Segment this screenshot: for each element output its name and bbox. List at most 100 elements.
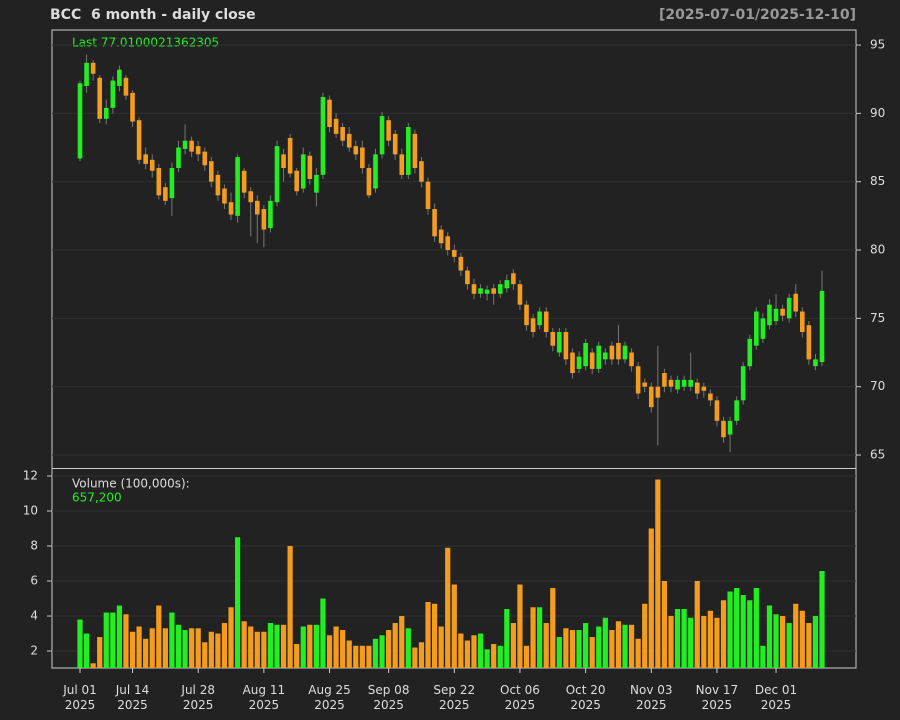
- volume-bar: [727, 591, 733, 668]
- y-tick-label: 90: [870, 106, 885, 120]
- volume-bar: [543, 623, 549, 668]
- candle-body: [340, 127, 345, 141]
- volume-bar: [294, 644, 300, 668]
- candle-body: [530, 318, 536, 333]
- volume-bar: [261, 631, 267, 668]
- volume-bar: [812, 616, 819, 668]
- candle-body: [740, 366, 746, 401]
- candle-body: [136, 120, 142, 160]
- candle-body: [681, 379, 687, 387]
- volume-bar: [431, 603, 438, 668]
- candle-body: [360, 147, 365, 169]
- candle-body: [550, 332, 556, 346]
- x-tick-label: Aug 25 2025: [308, 683, 351, 712]
- volume-bar: [484, 649, 490, 668]
- candle-body: [537, 311, 542, 326]
- x-tick-label: Sep 08 2025: [367, 683, 410, 712]
- volume-bar: [280, 624, 287, 668]
- candle-body: [629, 352, 634, 367]
- volume-bar: [123, 614, 129, 668]
- candle-body: [320, 96, 326, 175]
- volume-bar: [425, 602, 431, 668]
- candle-body: [576, 356, 582, 369]
- candle-body: [478, 288, 483, 294]
- volume-bar: [780, 616, 786, 668]
- x-tick-label: Aug 11 2025: [242, 683, 286, 712]
- volume-bar: [596, 626, 602, 668]
- candle-body: [287, 137, 293, 174]
- x-tick-label: Nov 17 2025: [695, 683, 739, 712]
- volume-bar: [182, 630, 188, 668]
- volume-bar: [714, 617, 720, 668]
- candle-body: [589, 352, 595, 369]
- volume-bar: [221, 623, 228, 668]
- candle-body: [176, 147, 181, 169]
- volume-bar: [445, 547, 451, 668]
- y-tick-label: 2: [30, 644, 38, 658]
- volume-bar: [464, 640, 471, 668]
- volume-bar: [694, 581, 700, 668]
- volume-bar: [674, 609, 681, 668]
- volume-bar: [707, 610, 713, 668]
- volume-bar: [491, 644, 497, 668]
- volume-bar: [90, 663, 96, 668]
- volume-bar: [346, 640, 352, 668]
- volume-bar: [412, 647, 418, 668]
- plot-frame: [51, 29, 857, 669]
- x-tick-label: Sep 22 2025: [433, 683, 476, 712]
- candle-body: [425, 181, 431, 210]
- volume-bar: [399, 616, 405, 668]
- candle-body: [701, 386, 707, 391]
- candle-body: [819, 290, 825, 363]
- candle-body: [215, 174, 221, 196]
- candle-body: [714, 400, 720, 421]
- volume-label: Volume (100,000s):: [72, 477, 190, 491]
- volume-bar: [635, 638, 641, 668]
- candle-body: [248, 191, 254, 203]
- volume-bar: [556, 637, 562, 668]
- candle-body: [156, 168, 162, 196]
- candle-body: [202, 151, 208, 166]
- volume-bar: [379, 635, 385, 668]
- volume-bar: [215, 633, 221, 668]
- x-tick-label: Jul 14 2025: [115, 683, 150, 712]
- candle-body: [419, 161, 424, 182]
- marks: [77, 54, 825, 668]
- candle-body: [793, 293, 799, 312]
- candle-body: [103, 107, 109, 119]
- candle-body: [97, 77, 102, 119]
- candle-body: [209, 161, 214, 182]
- volume-bar: [688, 617, 694, 668]
- volume-bar: [333, 626, 339, 668]
- volume-bar: [471, 635, 477, 668]
- candle-body: [708, 393, 713, 401]
- volume-bar: [642, 603, 648, 668]
- x-tick-label: Dec 01 2025: [754, 683, 798, 712]
- candle-body: [149, 159, 155, 171]
- volume-bar: [615, 621, 622, 668]
- volume-bar: [523, 645, 530, 668]
- volume-bar: [510, 623, 516, 668]
- volume-bar: [300, 626, 306, 668]
- volume-bar: [353, 645, 359, 668]
- candle-body: [806, 325, 812, 360]
- y-tick-label: 95: [870, 38, 885, 52]
- candle-body: [307, 155, 313, 179]
- candle-body: [241, 170, 247, 193]
- candle-body: [195, 146, 201, 155]
- candle-body: [123, 77, 129, 96]
- volume-bar: [228, 607, 234, 668]
- candle-body: [511, 273, 516, 285]
- volume-bar: [668, 616, 674, 668]
- volume-bar: [438, 626, 444, 668]
- volume-bar: [537, 607, 543, 668]
- volume-bar: [609, 630, 615, 668]
- x-tick-label: Oct 06 2025: [500, 683, 540, 712]
- candle-body: [327, 99, 332, 128]
- volume-bar: [248, 626, 254, 668]
- candle-body: [517, 284, 523, 305]
- volume-bar: [720, 600, 727, 668]
- candle-body: [281, 154, 286, 169]
- volume-last-label: 657,200: [72, 491, 122, 505]
- candle-body: [130, 92, 135, 122]
